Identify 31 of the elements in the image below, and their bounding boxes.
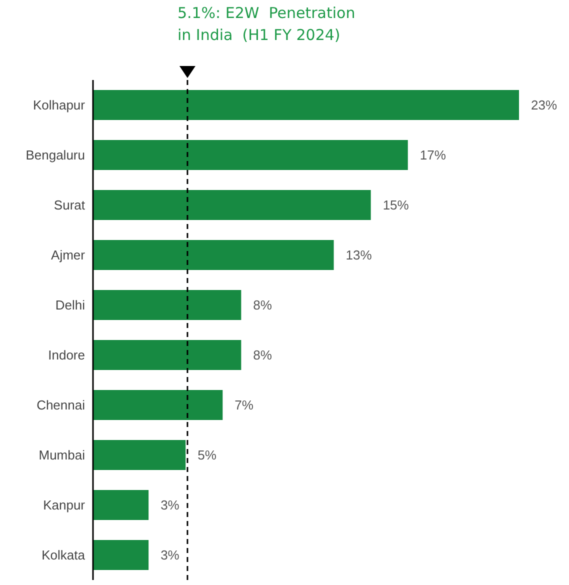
bar xyxy=(93,90,519,120)
bar xyxy=(93,340,242,370)
bar xyxy=(93,190,371,220)
data-label: 3% xyxy=(160,548,180,563)
data-label: 5% xyxy=(198,448,217,463)
bar xyxy=(93,240,334,270)
y-tick-label: Indore xyxy=(48,348,85,363)
data-label: 15% xyxy=(382,198,410,213)
data-label: 8% xyxy=(253,298,272,313)
bar xyxy=(93,290,242,320)
bar xyxy=(93,440,186,470)
data-label: 13% xyxy=(346,248,372,263)
y-tick-label: Kolkata xyxy=(42,548,86,563)
ref-line-label: 5.1%: E2W Penetration in India (H1 FY 2024) xyxy=(177,4,356,44)
y-tick-label: Surat xyxy=(54,198,86,213)
y-tick-label: Kanpur xyxy=(43,498,86,513)
bar xyxy=(93,540,149,570)
bar xyxy=(93,140,408,170)
bar xyxy=(93,490,149,520)
data-label: 7% xyxy=(234,398,254,413)
data-label: 3% xyxy=(160,498,180,513)
y-tick-label: Ajmer xyxy=(51,248,86,263)
y-tick-label: Kolhapur xyxy=(32,98,86,113)
y-tick-label: Delhi xyxy=(55,298,86,313)
data-label: 17% xyxy=(420,148,446,163)
data-label: 8% xyxy=(253,348,272,363)
y-tick-label: Mumbai xyxy=(38,448,86,463)
y-tick-label: Bengaluru xyxy=(26,148,85,163)
y-tick-label: Chennai xyxy=(36,398,86,413)
data-label: 23% xyxy=(531,98,558,113)
bar xyxy=(93,390,223,420)
